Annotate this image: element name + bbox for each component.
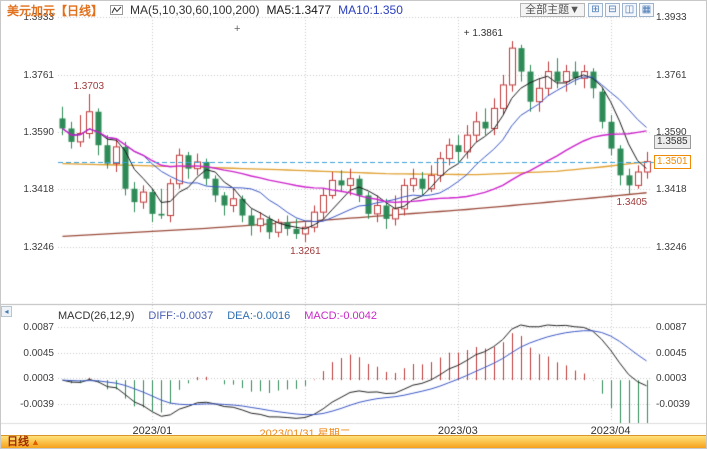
price-tag-current: 1.3501 bbox=[654, 154, 691, 169]
theme-select[interactable]: 全部主题▼ bbox=[520, 3, 585, 17]
period-tab-bar: 日线 ▲ bbox=[1, 435, 706, 448]
header-toolbar: 全部主题▼ ⊞ ⊟ ◫ ▦ bbox=[520, 3, 654, 17]
collapse-panel-icon[interactable]: ◂ bbox=[1, 306, 12, 317]
macd-header: MACD(26,12,9) DIFF:-0.0037 DEA:-0.0016 M… bbox=[58, 310, 377, 322]
price-tag-secondary: 1.3585 bbox=[654, 134, 691, 149]
add-panel-icon[interactable]: ⊞ bbox=[588, 3, 603, 17]
ma-settings-label[interactable]: MA(5,10,30,60,100,200) bbox=[130, 3, 260, 17]
macd-title[interactable]: MACD(26,12,9) bbox=[58, 310, 135, 322]
symbol-title[interactable]: 美元加元【日线】 bbox=[7, 3, 104, 18]
up-arrow-icon: ▲ bbox=[31, 437, 40, 447]
chart-header: 美元加元【日线】 MA(5,10,30,60,100,200) MA5:1.34… bbox=[1, 1, 706, 19]
macd-diff-value: DIFF:-0.0037 bbox=[148, 310, 214, 322]
crosshair-marker: + bbox=[234, 23, 241, 35]
ma5-value: MA5:1.3477 bbox=[266, 3, 332, 17]
indicator-icon bbox=[110, 5, 124, 15]
ma10-value: MA10:1.350 bbox=[338, 3, 403, 17]
macd-dea-value: DEA:-0.0016 bbox=[227, 310, 291, 322]
grid-layout-icon[interactable]: ▦ bbox=[639, 3, 654, 17]
split-vertical-icon[interactable]: ◫ bbox=[622, 3, 637, 17]
split-horizontal-icon[interactable]: ⊟ bbox=[605, 3, 620, 17]
window-layout-icons: ⊞ ⊟ ◫ ▦ bbox=[588, 3, 654, 17]
macd-macd-value: MACD:-0.0042 bbox=[304, 310, 377, 322]
period-tab-daily[interactable]: 日线 bbox=[7, 435, 29, 448]
